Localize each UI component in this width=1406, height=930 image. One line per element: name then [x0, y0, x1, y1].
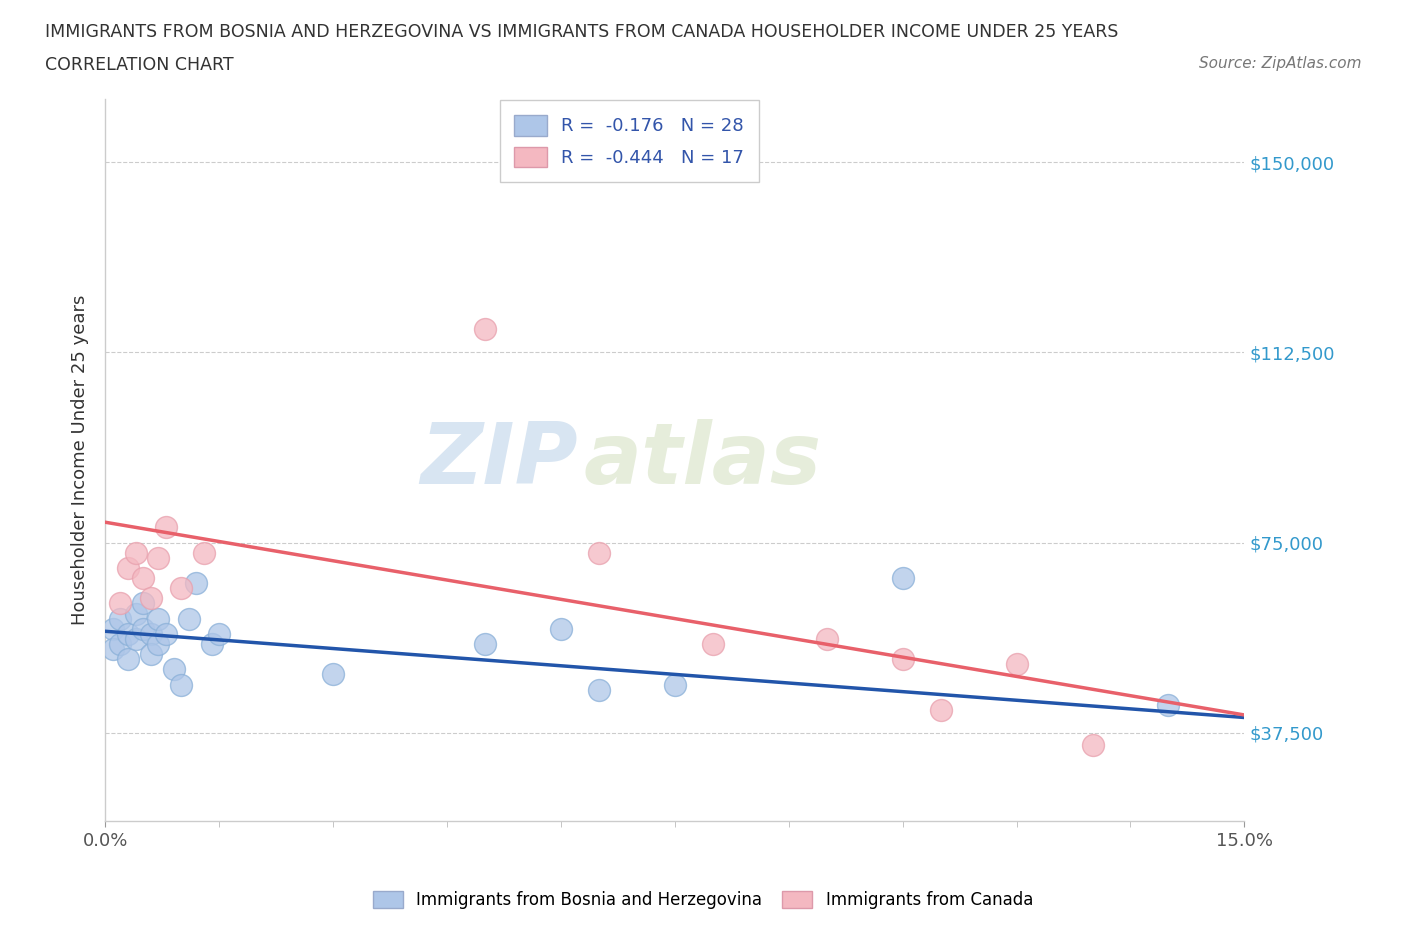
Point	[891, 571, 914, 586]
Point	[200, 636, 222, 651]
Point	[155, 520, 177, 535]
Point	[110, 611, 132, 626]
Point	[132, 571, 155, 586]
Legend: Immigrants from Bosnia and Herzegovina, Immigrants from Canada: Immigrants from Bosnia and Herzegovina, …	[364, 883, 1042, 917]
Point	[193, 545, 215, 560]
Text: Source: ZipAtlas.com: Source: ZipAtlas.com	[1198, 56, 1361, 71]
Point	[101, 621, 124, 636]
Point	[148, 636, 170, 651]
Point	[101, 642, 124, 657]
Point	[110, 636, 132, 651]
Point	[322, 667, 344, 682]
Point	[148, 551, 170, 565]
Point	[117, 627, 139, 642]
Point	[124, 631, 146, 646]
Text: atlas: atlas	[583, 418, 821, 501]
Point	[148, 611, 170, 626]
Point	[1157, 698, 1180, 712]
Point	[929, 702, 952, 717]
Point	[139, 646, 162, 661]
Point	[550, 621, 572, 636]
Point	[132, 596, 155, 611]
Text: ZIP: ZIP	[420, 418, 578, 501]
Text: CORRELATION CHART: CORRELATION CHART	[45, 56, 233, 73]
Point	[117, 561, 139, 576]
Point	[139, 627, 162, 642]
Point	[891, 652, 914, 667]
Point	[170, 580, 193, 595]
Y-axis label: Householder Income Under 25 years: Householder Income Under 25 years	[72, 295, 89, 625]
Point	[208, 627, 231, 642]
Point	[1005, 657, 1028, 671]
Point	[474, 322, 496, 337]
Point	[155, 627, 177, 642]
Point	[139, 591, 162, 605]
Point	[162, 662, 184, 677]
Point	[588, 683, 610, 698]
Point	[132, 621, 155, 636]
Point	[815, 631, 838, 646]
Point	[124, 606, 146, 621]
Point	[117, 652, 139, 667]
Point	[1081, 738, 1104, 753]
Point	[664, 677, 686, 692]
Point	[170, 677, 193, 692]
Point	[702, 636, 724, 651]
Point	[186, 576, 208, 591]
Text: IMMIGRANTS FROM BOSNIA AND HERZEGOVINA VS IMMIGRANTS FROM CANADA HOUSEHOLDER INC: IMMIGRANTS FROM BOSNIA AND HERZEGOVINA V…	[45, 23, 1118, 41]
Point	[588, 545, 610, 560]
Point	[124, 545, 146, 560]
Point	[177, 611, 200, 626]
Point	[110, 596, 132, 611]
Legend: R =  -0.176   N = 28, R =  -0.444   N = 17: R = -0.176 N = 28, R = -0.444 N = 17	[501, 100, 759, 182]
Point	[474, 636, 496, 651]
